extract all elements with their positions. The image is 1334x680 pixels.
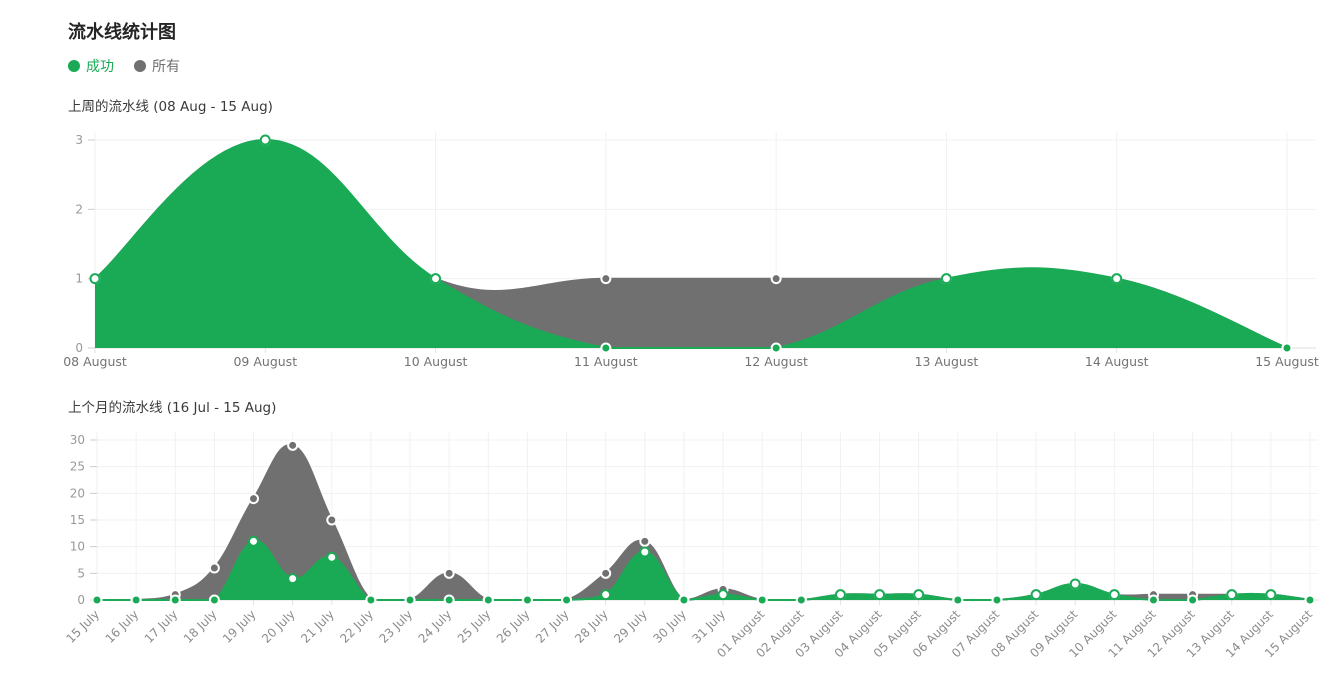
svg-text:20: 20 (70, 486, 85, 500)
svg-text:26 July: 26 July (494, 607, 533, 646)
svg-text:31 July: 31 July (690, 607, 729, 646)
svg-text:08 August: 08 August (63, 354, 127, 369)
svg-text:30 July: 30 July (650, 607, 689, 646)
chart-week-title: 上周的流水线 (08 Aug - 15 Aug) (68, 99, 273, 115)
legend-item-success: 成功 (68, 56, 114, 76)
legend-label-all: 所有 (152, 59, 180, 75)
svg-text:09 August: 09 August (233, 354, 297, 369)
svg-text:23 July: 23 July (376, 607, 415, 646)
svg-text:5: 5 (77, 566, 85, 580)
svg-text:21 July: 21 July (298, 607, 337, 646)
svg-text:13 August: 13 August (915, 354, 979, 369)
svg-text:14 August: 14 August (1085, 354, 1149, 369)
legend-item-all: 所有 (134, 56, 180, 76)
svg-text:15: 15 (70, 513, 85, 527)
page-title: 流水线统计图 (68, 22, 176, 43)
chart-month-area: 0 5 10 15 20 25 30 15 July 16 July 17 July 18 July… (63, 432, 1318, 660)
svg-text:20 July: 20 July (259, 607, 298, 646)
svg-text:0: 0 (75, 341, 83, 355)
chart-week-area: 0 1 2 3 08 August 09 August 10 August 11 August… (63, 132, 1319, 369)
svg-text:29 July: 29 July (611, 607, 650, 646)
legend-label-success: 成功 (86, 59, 114, 75)
svg-text:16 July: 16 July (103, 607, 142, 646)
svg-text:15 August: 15 August (1255, 354, 1319, 369)
all-dot-icon (134, 60, 146, 72)
success-dot-icon (68, 60, 80, 72)
svg-text:10 August: 10 August (404, 354, 468, 369)
svg-text:27 July: 27 July (533, 607, 572, 646)
svg-text:3: 3 (75, 133, 83, 147)
svg-text:28 July: 28 July (572, 607, 611, 646)
svg-text:25 July: 25 July (455, 607, 494, 646)
svg-text:22 July: 22 July (337, 607, 376, 646)
svg-text:24 July: 24 July (416, 607, 455, 646)
chart-month-title: 上个月的流水线 (16 Jul - 15 Aug) (68, 400, 277, 416)
svg-text:30: 30 (70, 433, 85, 447)
svg-text:10: 10 (70, 540, 85, 554)
svg-text:18 July: 18 July (181, 607, 220, 646)
svg-text:25: 25 (70, 460, 85, 474)
svg-text:19 July: 19 July (220, 607, 259, 646)
svg-text:11 August: 11 August (574, 354, 638, 369)
svg-text:0: 0 (77, 593, 85, 607)
svg-text:12 August: 12 August (744, 354, 808, 369)
svg-text:17 July: 17 July (142, 607, 181, 646)
svg-text:1: 1 (75, 272, 83, 286)
svg-text:15 July: 15 July (63, 607, 102, 646)
legend: 成功 所有 (68, 56, 180, 76)
svg-text:2: 2 (75, 202, 83, 216)
